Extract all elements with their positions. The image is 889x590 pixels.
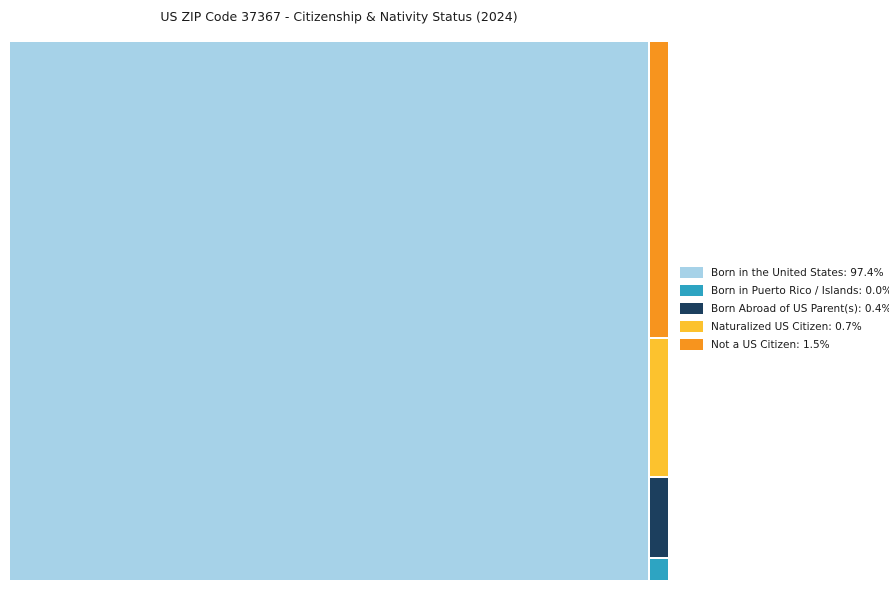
treemap-tile-naturalized-us-citizen xyxy=(650,338,668,477)
legend-swatch-born-abroad xyxy=(680,303,703,314)
legend-label-not-citizen: Not a US Citizen: 1.5% xyxy=(711,338,830,351)
legend-label-born-abroad: Born Abroad of US Parent(s): 0.4% xyxy=(711,302,889,315)
treemap-tile-born-in-puerto-rico-islands xyxy=(650,559,668,580)
legend: Born in the United States: 97.4% Born in… xyxy=(680,266,889,351)
treemap-tile-born-in-the-united-states xyxy=(10,42,648,580)
legend-item-not-citizen: Not a US Citizen: 1.5% xyxy=(680,338,889,351)
legend-swatch-not-citizen xyxy=(680,339,703,350)
legend-label-born-puerto-rico: Born in Puerto Rico / Islands: 0.0% xyxy=(711,284,889,297)
legend-item-naturalized: Naturalized US Citizen: 0.7% xyxy=(680,320,889,333)
treemap-side-column xyxy=(650,42,668,580)
treemap-tile-not-a-us-citizen xyxy=(650,42,668,337)
chart-title: US ZIP Code 37367 - Citizenship & Nativi… xyxy=(160,9,518,24)
legend-item-born-puerto-rico: Born in Puerto Rico / Islands: 0.0% xyxy=(680,284,889,297)
legend-item-born-abroad: Born Abroad of US Parent(s): 0.4% xyxy=(680,302,889,315)
legend-swatch-born-puerto-rico xyxy=(680,285,703,296)
legend-item-born-in-us: Born in the United States: 97.4% xyxy=(680,266,889,279)
treemap-tile-born-abroad-of-us-parent-s xyxy=(650,478,668,557)
legend-label-born-in-us: Born in the United States: 97.4% xyxy=(711,266,884,279)
legend-label-naturalized: Naturalized US Citizen: 0.7% xyxy=(711,320,862,333)
legend-swatch-naturalized xyxy=(680,321,703,332)
treemap-plot-area xyxy=(10,42,668,580)
legend-swatch-born-in-us xyxy=(680,267,703,278)
